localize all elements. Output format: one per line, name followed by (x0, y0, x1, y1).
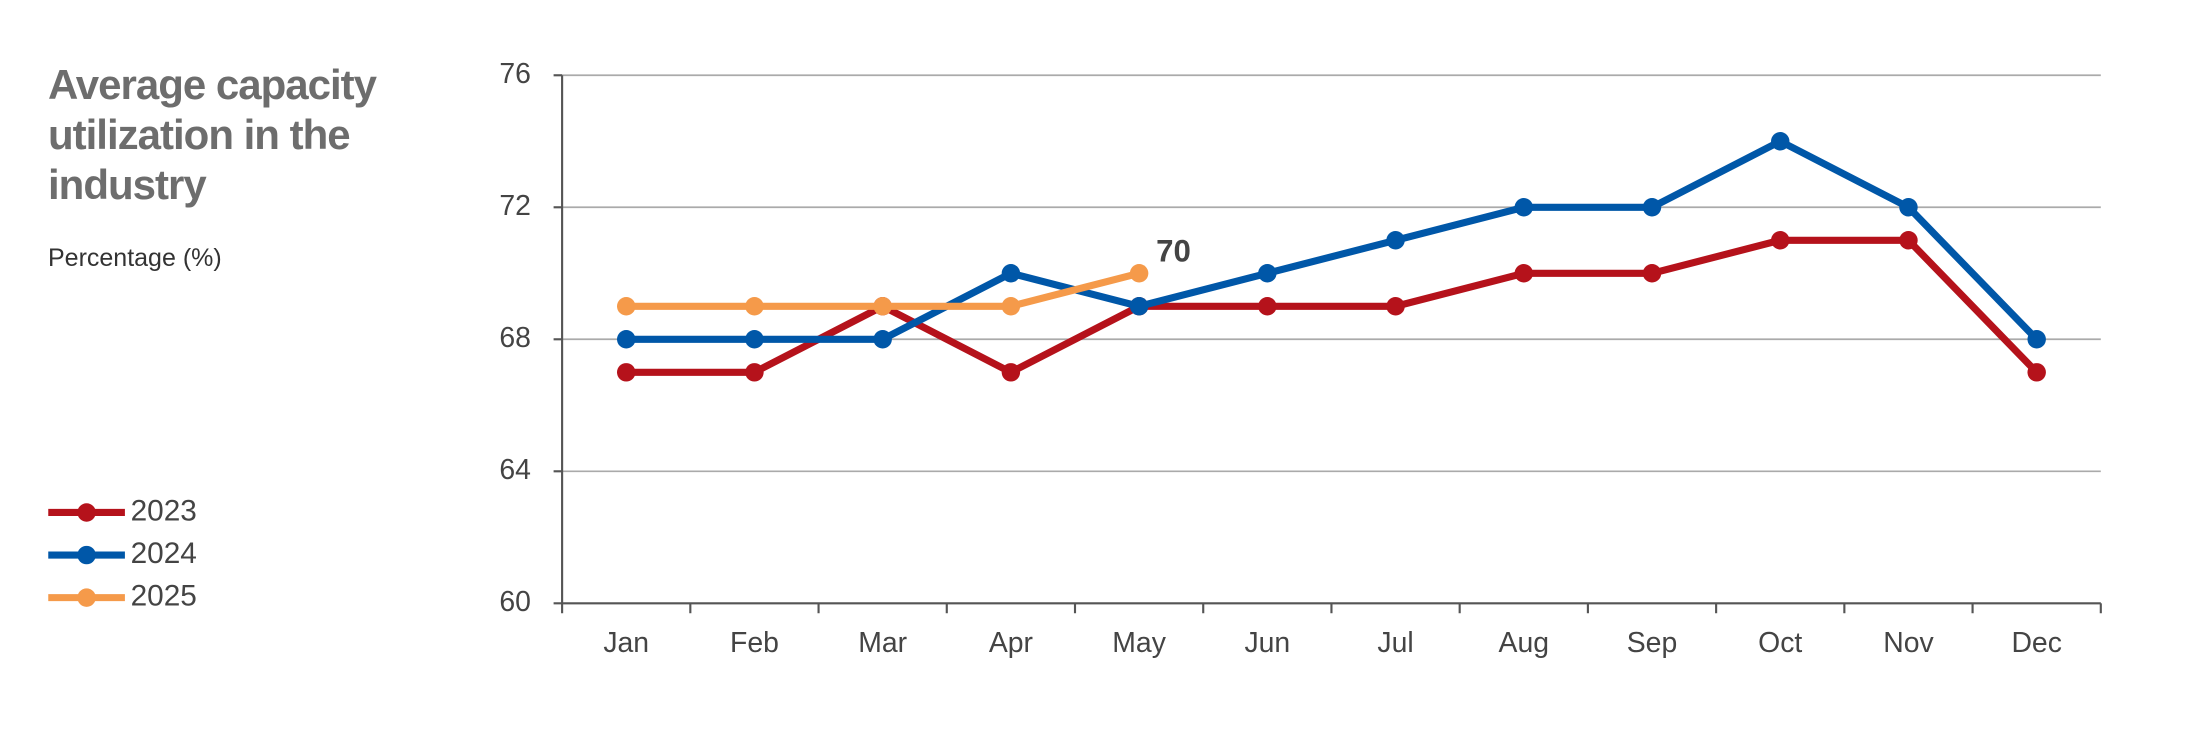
point (873, 330, 892, 349)
point (2027, 330, 2046, 349)
legend-marker (77, 545, 96, 565)
x-tick-label: Jan (603, 627, 649, 659)
y-tick-label: 72 (499, 190, 531, 222)
x-tick-label: Sep (1627, 627, 1677, 659)
point (2027, 363, 2046, 382)
series-line (626, 137, 2040, 343)
x-tick-label: Jul (1377, 627, 1413, 659)
point (1129, 297, 1149, 316)
point (1771, 132, 1790, 151)
point (1129, 264, 1149, 283)
x-tick-label: Dec (2011, 627, 2061, 659)
y-tick-label: 60 (499, 586, 531, 618)
point (1258, 297, 1277, 316)
x-tick-label: Mar (858, 627, 907, 659)
x-tick-label: Feb (730, 627, 779, 659)
legend-marker (77, 503, 96, 522)
legend-marker (77, 588, 96, 607)
point (1642, 198, 1662, 217)
point (745, 297, 764, 316)
point (1001, 363, 1021, 382)
y-tick-label: 68 (499, 322, 531, 354)
point (1514, 198, 1534, 217)
y-tick-label: 64 (499, 454, 531, 486)
point (1514, 264, 1534, 283)
point (1001, 297, 1021, 316)
x-tick-label: Oct (1758, 627, 1802, 659)
point (1386, 297, 1405, 316)
x-tick-label: Apr (989, 627, 1033, 659)
point (1258, 264, 1277, 283)
point (1899, 198, 1918, 217)
x-tick-label: Nov (1883, 627, 1934, 659)
point (616, 297, 636, 316)
data-label: 70 (1156, 234, 1191, 269)
point (745, 363, 764, 382)
legend-label: 2023 (131, 494, 197, 527)
x-tick-label: Aug (1499, 627, 1549, 659)
point (616, 363, 636, 382)
point (1771, 231, 1790, 250)
point (1642, 264, 1662, 283)
x-tick-label: Jun (1244, 627, 1290, 659)
point (1386, 231, 1405, 250)
y-tick-label: 76 (499, 58, 531, 90)
chart-subtitle: Percentage (%) (48, 244, 222, 272)
point (1001, 264, 1021, 283)
point (873, 297, 892, 316)
point (1899, 231, 1918, 250)
series-line (626, 236, 2040, 376)
point (616, 330, 636, 349)
legend-label: 2025 (131, 580, 197, 613)
x-tick-label: May (1112, 627, 1166, 659)
chart-title: Average capacity utilization in the indu… (48, 61, 377, 208)
legend-label: 2024 (131, 537, 197, 570)
point (745, 330, 764, 349)
